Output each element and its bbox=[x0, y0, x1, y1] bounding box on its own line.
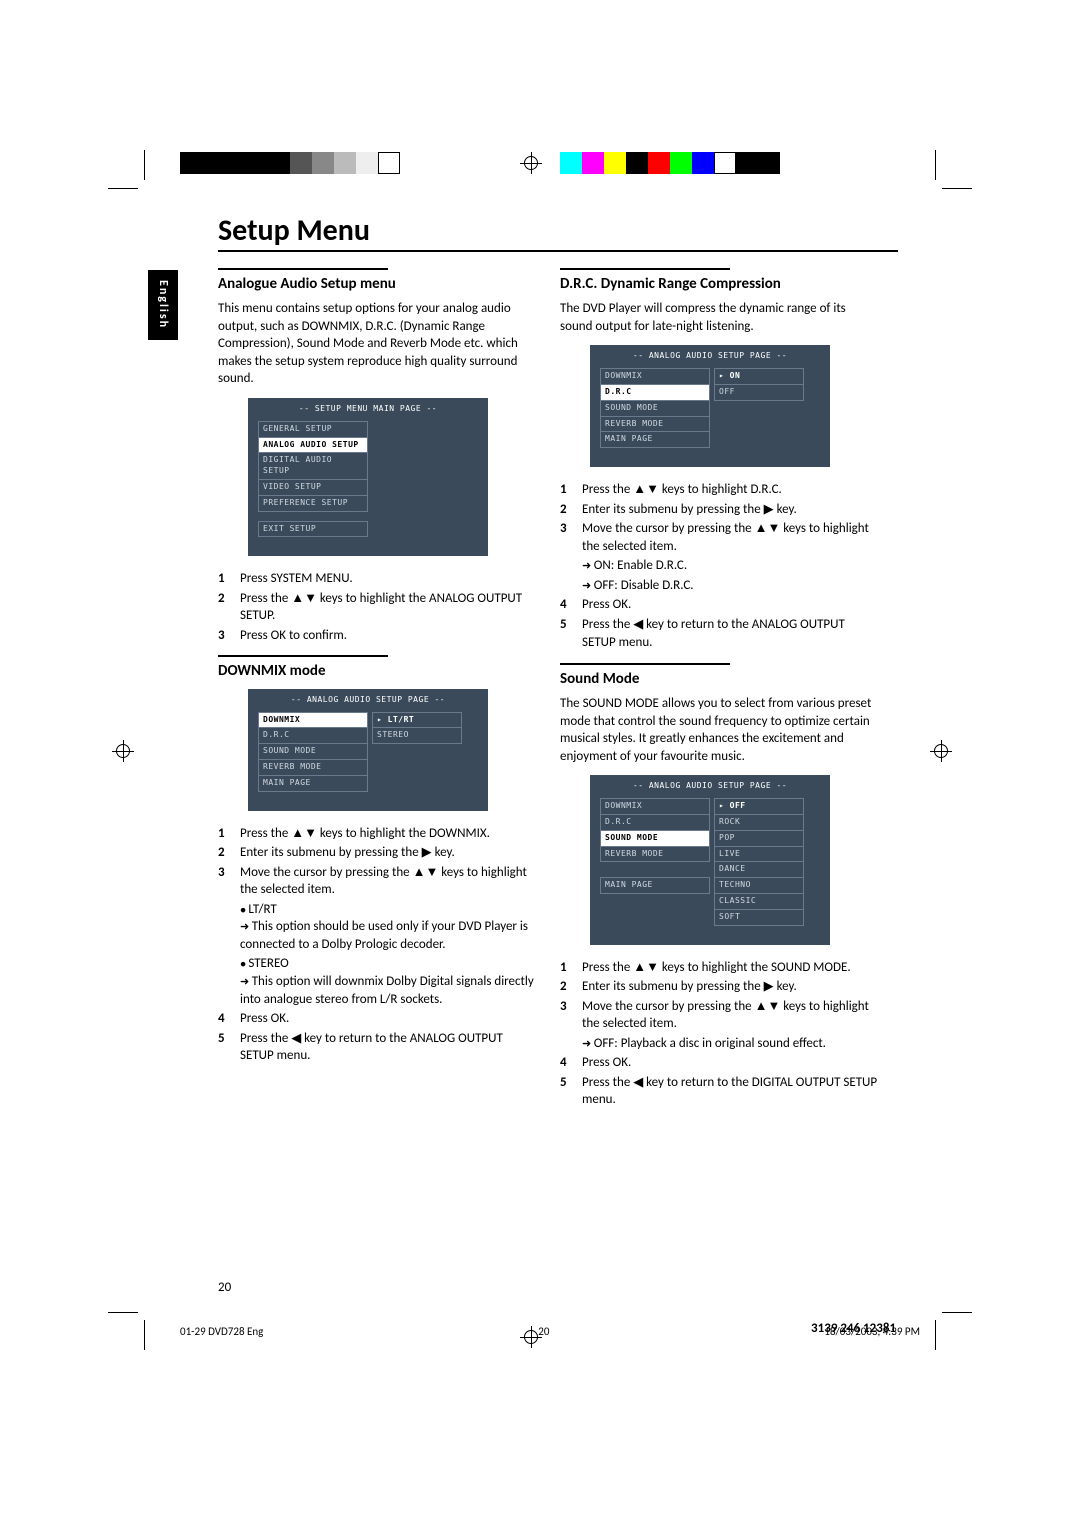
steps-list: 1Press the ▲▼ keys to highlight the DOWN… bbox=[218, 825, 538, 899]
page-title: Setup Menu bbox=[218, 212, 370, 249]
title-rule bbox=[218, 250, 898, 252]
option-label: STEREO bbox=[248, 956, 288, 971]
crop-mark bbox=[935, 150, 936, 180]
steps-list: 1Press SYSTEM MENU. 2Press the ▲▼ keys to… bbox=[218, 570, 538, 644]
menu-screenshot-downmix: -- ANALOG AUDIO SETUP PAGE --DOWNMIX▸ LT… bbox=[248, 689, 488, 811]
step-item: 4Press OK. bbox=[560, 1054, 880, 1072]
option-desc: OFF: Playback a disc in original sound e… bbox=[582, 1035, 880, 1053]
step-item: 3Move the cursor by pressing the ▲▼ keys… bbox=[218, 864, 538, 899]
section-heading: Analogue Audio Setup menu bbox=[218, 274, 538, 294]
section-heading: D.R.C. Dynamic Range Compression bbox=[560, 274, 880, 294]
intro-text: This menu contains setup options for you… bbox=[218, 300, 538, 388]
step-item: 1Press the ▲▼ keys to highlight the SOUN… bbox=[560, 959, 880, 977]
option-desc: This option will downmix Dolby Digital s… bbox=[240, 973, 538, 1008]
menu-screenshot-setup: -- SETUP MENU MAIN PAGE --GENERAL SETUPA… bbox=[248, 398, 488, 556]
step-item: 4Press OK. bbox=[218, 1010, 538, 1028]
step-item: 1Press the ▲▼ keys to highlight the DOWN… bbox=[218, 825, 538, 843]
crop-mark bbox=[942, 188, 972, 189]
step-item: 3Move the cursor by pressing the ▲▼ keys… bbox=[560, 998, 880, 1033]
crop-mark bbox=[144, 150, 145, 180]
part-number: 3139 246 12381 bbox=[811, 1321, 896, 1336]
step-item: 1Press the ▲▼ keys to highlight D.R.C. bbox=[560, 481, 880, 499]
steps-list: 1Press the ▲▼ keys to highlight the SOUN… bbox=[560, 959, 880, 1033]
option-list: STEREO bbox=[240, 955, 538, 973]
step-item: 2Enter its submenu by pressing the ▶ key… bbox=[560, 501, 880, 519]
registration-mark-left bbox=[112, 740, 134, 762]
option-list: LT/RT bbox=[240, 901, 538, 919]
step-item: 2Press the ▲▼ keys to highlight the ANAL… bbox=[218, 590, 538, 625]
page-number: 20 bbox=[218, 1280, 231, 1295]
crop-mark bbox=[942, 1312, 972, 1313]
option-label: LT/RT bbox=[248, 902, 276, 917]
menu-screenshot-soundmode: -- ANALOG AUDIO SETUP PAGE --DOWNMIX▸ OF… bbox=[590, 775, 830, 944]
registration-mark-top bbox=[520, 152, 542, 174]
footer: 01-29 DVD728 Eng 20 18/03/2003, 4:39 PM bbox=[180, 1325, 920, 1338]
crop-mark bbox=[144, 1320, 145, 1350]
steps-list: 4Press OK. 5Press the ◀ key to return to … bbox=[218, 1010, 538, 1065]
option-desc: This option should be used only if your … bbox=[240, 918, 538, 953]
step-item: 2Enter its submenu by pressing the ▶ key… bbox=[218, 844, 538, 862]
left-column: Analogue Audio Setup menu This menu cont… bbox=[218, 268, 538, 1067]
step-item: 3Press OK to confirm. bbox=[218, 627, 538, 645]
crop-mark bbox=[108, 1312, 138, 1313]
option-desc: ON: Enable D.R.C. bbox=[582, 557, 880, 575]
footer-left: 01-29 DVD728 Eng bbox=[180, 1325, 263, 1338]
step-item: 3Move the cursor by pressing the ▲▼ keys… bbox=[560, 520, 880, 555]
color-bar-right bbox=[560, 152, 780, 174]
language-tab: English bbox=[148, 270, 178, 340]
step-item: 5Press the ◀ key to return to the ANALOG… bbox=[560, 616, 880, 651]
step-item: 4Press OK. bbox=[560, 596, 880, 614]
registration-mark-right bbox=[930, 740, 952, 762]
section-heading: DOWNMIX mode bbox=[218, 661, 538, 681]
crop-mark bbox=[108, 188, 138, 189]
footer-center: 20 bbox=[538, 1325, 549, 1338]
option-desc: OFF: Disable D.R.C. bbox=[582, 577, 880, 595]
step-item: 5Press the ◀ key to return to the ANALOG… bbox=[218, 1030, 538, 1065]
steps-list: 4Press OK. 5Press the ◀ key to return to … bbox=[560, 1054, 880, 1109]
menu-screenshot-drc: -- ANALOG AUDIO SETUP PAGE --DOWNMIX▸ ON… bbox=[590, 345, 830, 467]
intro-text: The SOUND MODE allows you to select from… bbox=[560, 695, 880, 765]
right-column: D.R.C. Dynamic Range Compression The DVD… bbox=[560, 268, 880, 1111]
step-item: 1Press SYSTEM MENU. bbox=[218, 570, 538, 588]
crop-mark bbox=[935, 1320, 936, 1350]
color-bar-left bbox=[180, 152, 400, 174]
step-item: 2Enter its submenu by pressing the ▶ key… bbox=[560, 978, 880, 996]
step-item: 5Press the ◀ key to return to the DIGITA… bbox=[560, 1074, 880, 1109]
section-heading: Sound Mode bbox=[560, 669, 880, 689]
steps-list: 1Press the ▲▼ keys to highlight D.R.C. 2E… bbox=[560, 481, 880, 555]
intro-text: The DVD Player will compress the dynamic… bbox=[560, 300, 880, 335]
steps-list: 4Press OK. 5Press the ◀ key to return to … bbox=[560, 596, 880, 651]
